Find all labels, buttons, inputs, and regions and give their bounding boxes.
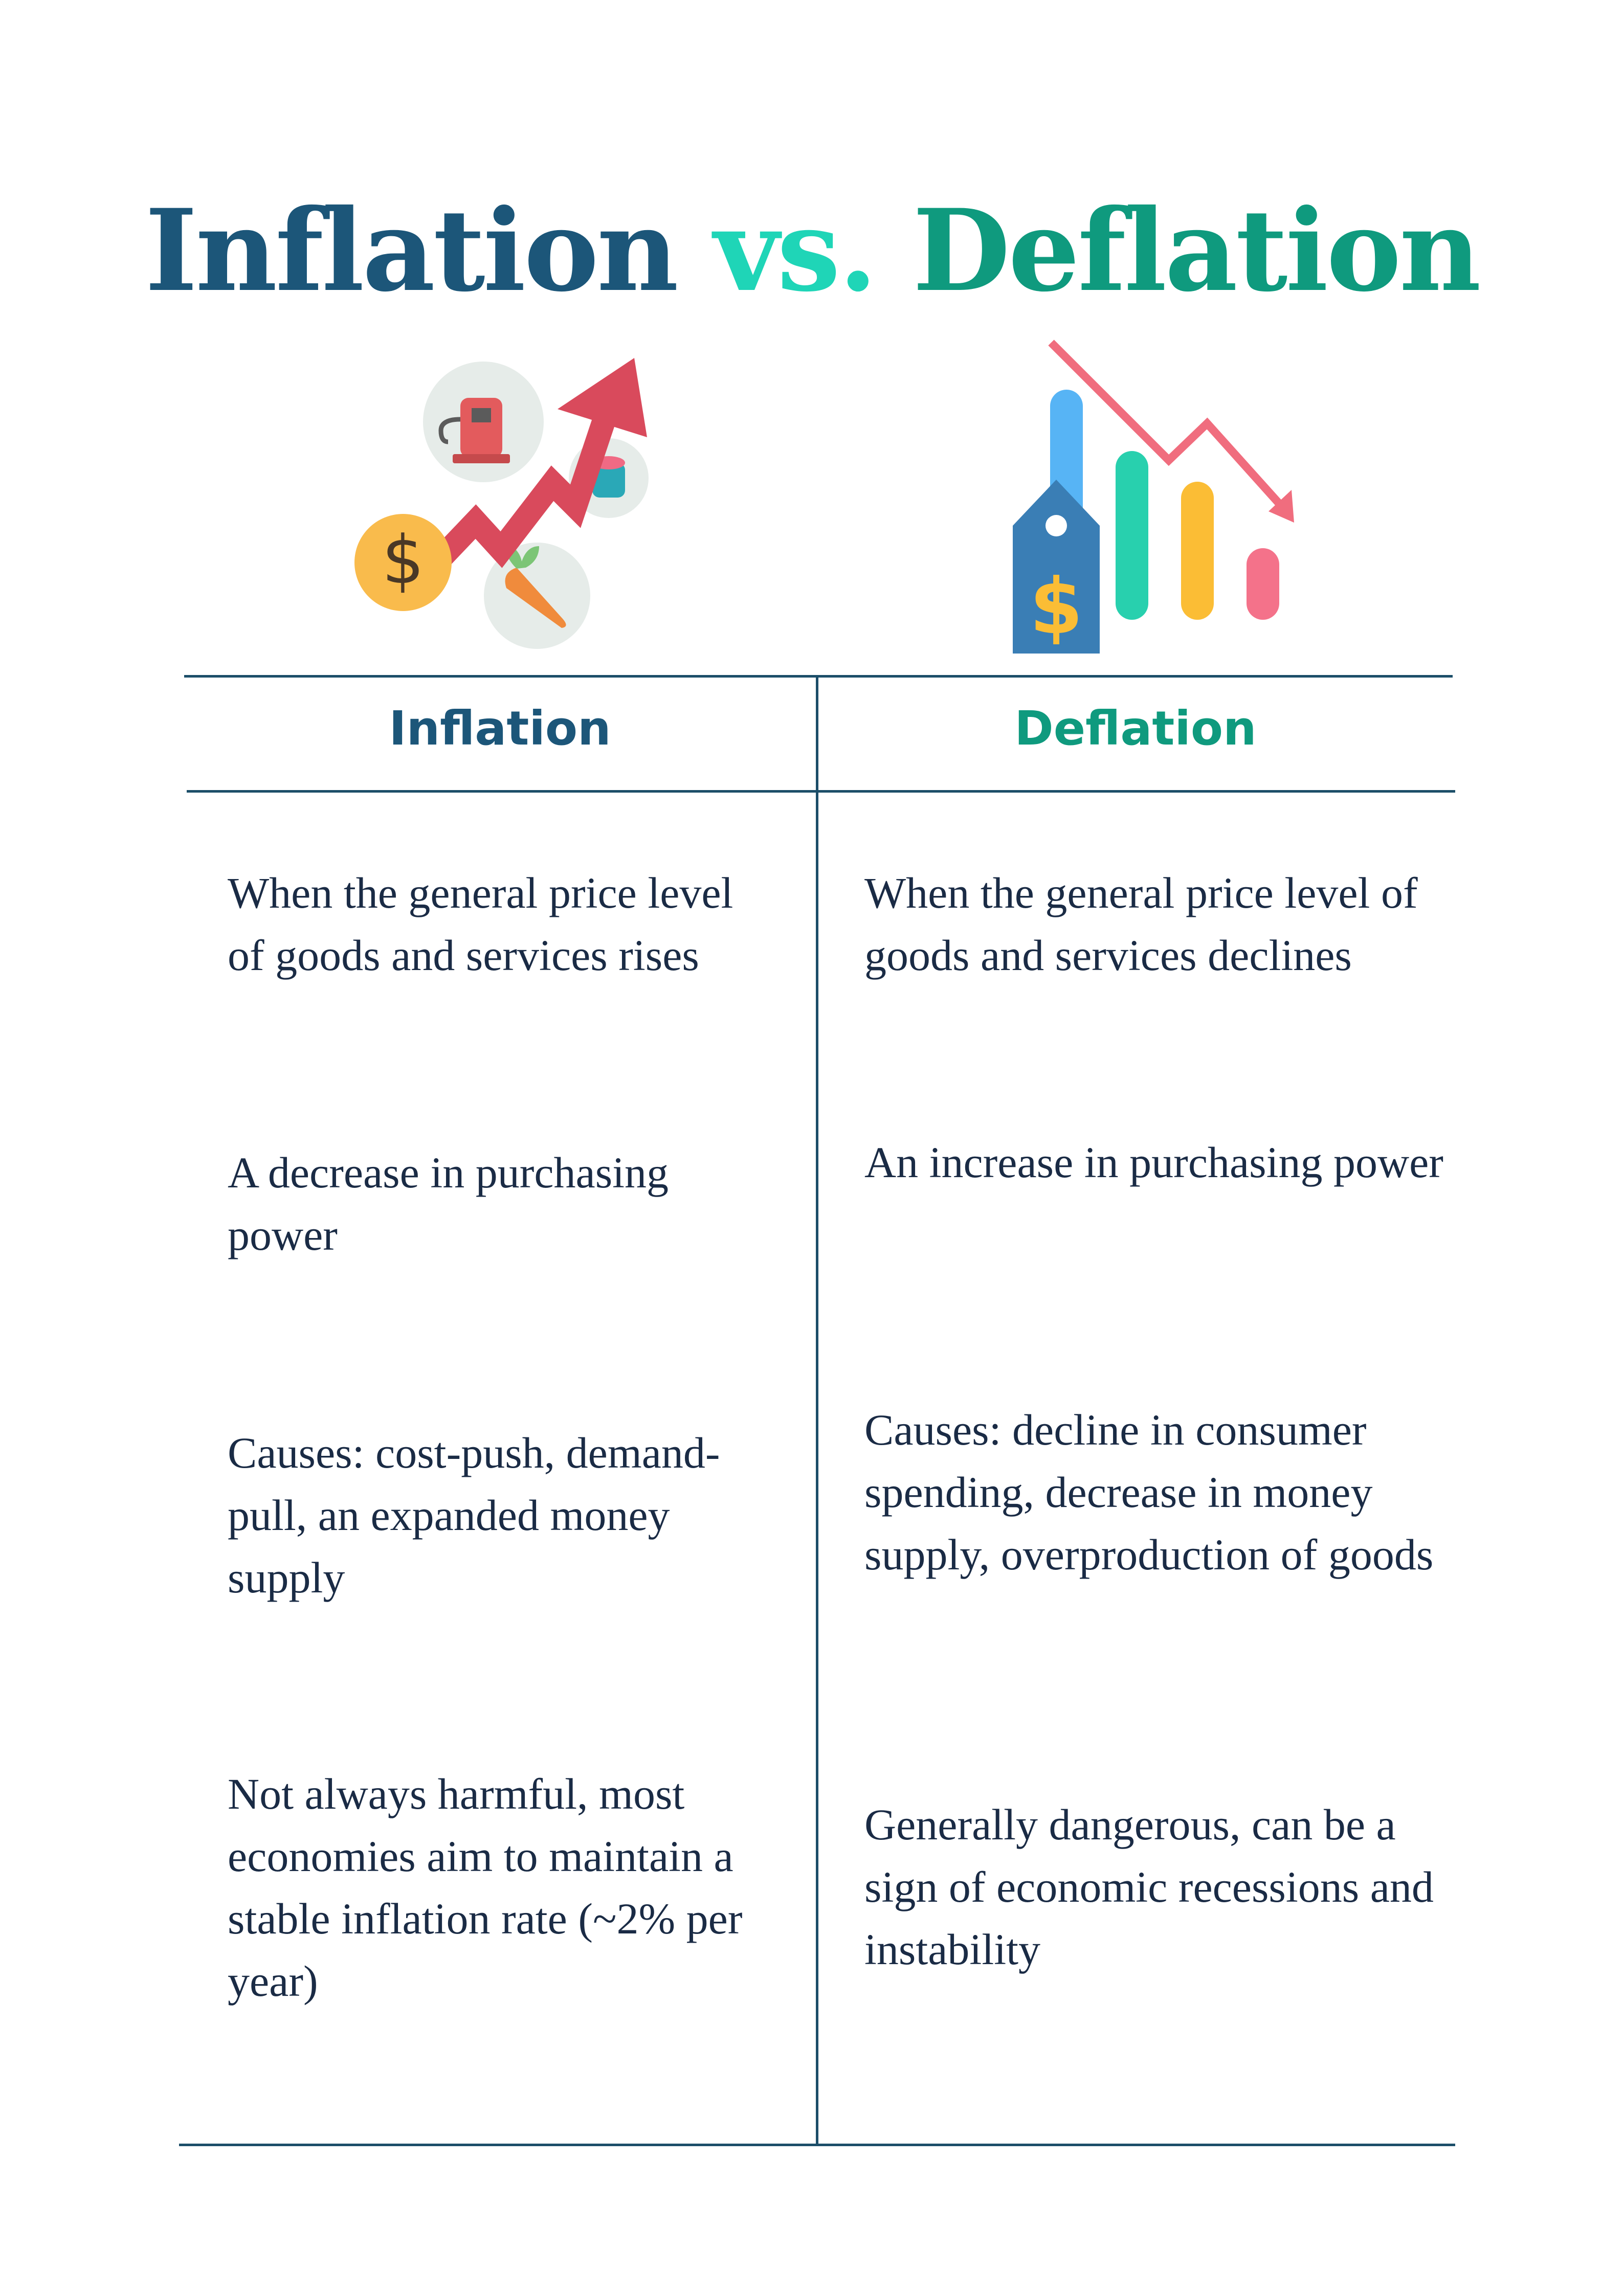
column-divider [816,675,818,2146]
deflation-illustration: $ [992,332,1320,665]
deflation-effects: Generally dangerous, can be a sign of ec… [864,1800,1434,1974]
inflation-causes: Causes: cost-push, demand-pull, an expan… [228,1428,720,1602]
svg-text:$: $ [1030,562,1083,651]
page-title: Inflation vs. Deflation [0,184,1624,317]
header-deflation: Deflation [1014,701,1257,756]
svg-text:$: $ [382,521,425,599]
rising-arrow-icon [416,358,647,583]
deflation-purchasing-power: An increase in purchasing power [864,1138,1443,1187]
inflation-definition: When the general price level of goods an… [228,868,733,980]
gas-pump-icon [423,362,544,482]
carrot-icon [484,543,590,649]
price-tag-dollar-icon: $ [1013,480,1100,654]
title-vs: vs. [714,184,877,317]
coin-dollar-icon: $ [354,514,452,611]
inflation-effects: Not always harmful, most economies aim t… [228,1769,743,2006]
table-top-rule [184,675,1453,678]
deflation-causes: Causes: decline in consumer spending, de… [864,1405,1434,1579]
header-bottom-rule [187,790,1455,793]
deflation-definition: When the general price level of goods an… [864,868,1418,980]
inflation-purchasing-power: A decrease in purchasing power [228,1148,669,1259]
falling-arrow-icon [1048,340,1294,523]
header-inflation: Inflation [389,701,611,756]
inflation-illustration: $ [348,353,655,660]
title-inflation: Inflation [145,184,679,317]
title-deflation: Deflation [913,184,1481,317]
